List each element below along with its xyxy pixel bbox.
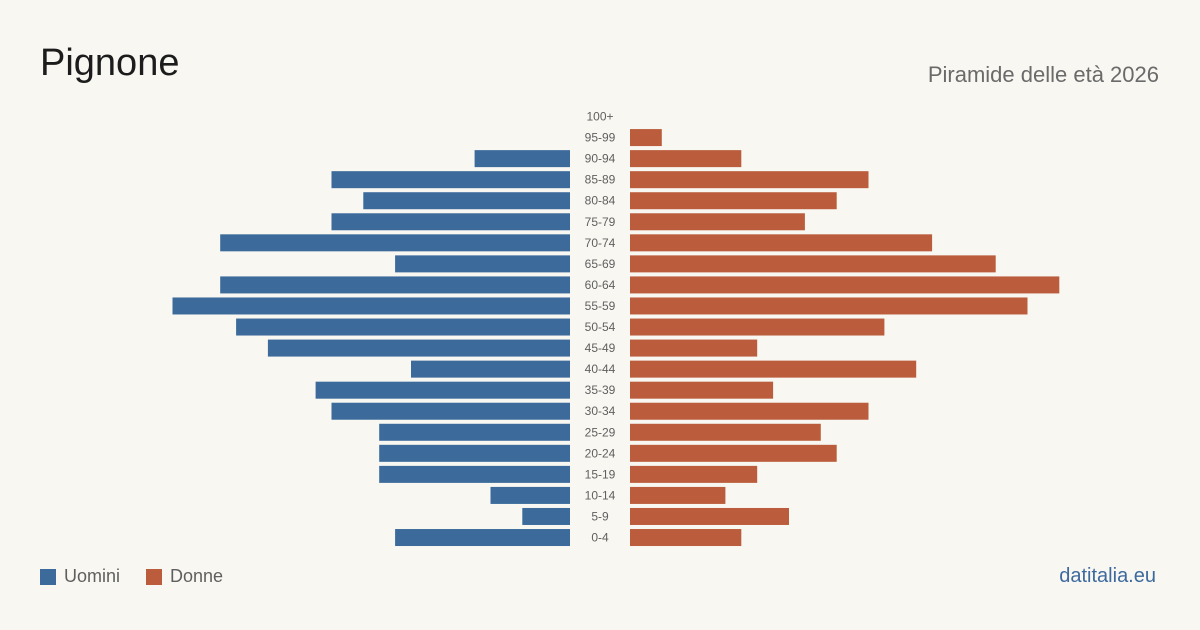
bar-women xyxy=(630,507,789,525)
bar-women xyxy=(630,529,742,547)
age-label: 35-39 xyxy=(585,383,616,397)
age-label: 80-84 xyxy=(585,194,616,208)
bar-women xyxy=(630,150,742,168)
age-label: 0-4 xyxy=(591,531,609,545)
bar-men xyxy=(315,381,570,399)
legend-swatch-women xyxy=(146,568,163,585)
age-label: 50-54 xyxy=(585,320,616,334)
age-label: 95-99 xyxy=(585,131,616,145)
age-label: 45-49 xyxy=(585,341,616,355)
age-label: 55-59 xyxy=(585,299,616,313)
bar-men xyxy=(474,150,570,168)
bar-men xyxy=(379,465,570,483)
source-link[interactable]: datitalia.eu xyxy=(1059,565,1156,587)
legend-swatch-men xyxy=(40,568,56,585)
age-label: 75-79 xyxy=(585,215,616,229)
bar-men xyxy=(379,444,570,462)
bar-women xyxy=(630,297,1028,315)
bar-women xyxy=(630,360,917,378)
bar-men xyxy=(379,423,570,441)
bar-women xyxy=(630,402,869,420)
legend: Uomini Donne xyxy=(40,566,249,587)
bar-men xyxy=(395,255,570,273)
age-label: 10-14 xyxy=(585,488,616,502)
bar-men xyxy=(331,213,570,231)
bar-women xyxy=(630,423,821,441)
bar-men xyxy=(331,171,570,189)
legend-label-men: Uomini xyxy=(64,566,121,586)
age-label: 5-9 xyxy=(591,509,609,523)
age-label: 65-69 xyxy=(585,257,616,271)
age-label: 30-34 xyxy=(585,404,616,418)
bar-men xyxy=(363,192,570,210)
age-label: 20-24 xyxy=(585,446,616,460)
age-label: 40-44 xyxy=(585,362,616,376)
bar-women xyxy=(630,171,869,189)
bar-men xyxy=(522,507,570,525)
bar-women xyxy=(630,234,933,252)
legend-item-men: Uomini xyxy=(40,566,120,587)
chart-subtitle: Piramide delle età 2026 xyxy=(927,62,1159,87)
bar-men xyxy=(236,318,570,336)
bar-men xyxy=(490,486,570,504)
bar-women xyxy=(630,339,758,357)
age-label: 25-29 xyxy=(585,425,616,439)
bar-men xyxy=(331,402,570,420)
bar-men xyxy=(267,339,570,357)
bar-men xyxy=(220,234,570,252)
bar-women xyxy=(630,318,885,336)
bar-women xyxy=(630,255,996,273)
legend-label-women: Donne xyxy=(170,566,224,586)
age-label: 100+ xyxy=(586,110,613,124)
age-label: 85-89 xyxy=(585,173,616,187)
bar-women xyxy=(630,213,805,231)
bar-women xyxy=(630,444,837,462)
legend-item-women: Donne xyxy=(146,566,223,587)
age-label: 90-94 xyxy=(585,152,616,166)
bar-men xyxy=(411,360,570,378)
bar-women xyxy=(630,129,662,147)
chart-title: Pignone xyxy=(40,42,180,84)
bar-men xyxy=(395,529,570,547)
age-label: 70-74 xyxy=(585,236,616,250)
bar-women xyxy=(630,486,726,504)
age-label: 15-19 xyxy=(585,467,616,481)
bar-women xyxy=(630,192,837,210)
bar-women xyxy=(630,276,1060,294)
bar-men xyxy=(220,276,570,294)
bar-men xyxy=(172,297,570,315)
bar-women xyxy=(630,381,774,399)
age-label: 60-64 xyxy=(585,278,616,292)
bar-women xyxy=(630,465,758,483)
